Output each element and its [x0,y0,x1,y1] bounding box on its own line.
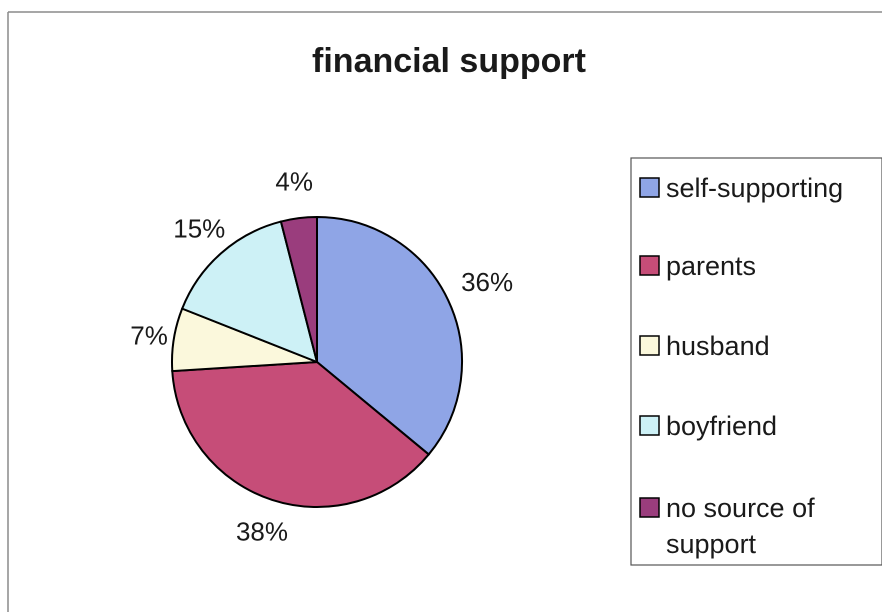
chart-title: financial support [312,42,586,80]
pie-slice-boyfriend [180,220,319,364]
legend-item: boyfriend [639,411,777,441]
legend-item: husband [639,331,770,361]
legend-label: self-supporting [666,173,843,203]
legend-item: parents [639,251,756,281]
legend-label: no source of [666,493,815,523]
legend: self-supporting parents husband boyfriend no… [630,157,882,566]
legend-swatch [639,415,660,436]
percent-label-self-supporting: 36% [461,267,513,297]
legend-item: self-supporting [639,173,843,203]
percent-label-parents: 38% [236,516,288,546]
pie-slices [171,215,463,508]
legend-swatch [639,177,660,198]
legend-label: support [666,529,757,559]
percent-label-husband: 7% [130,320,168,350]
pie-percent-labels: 36% 38% 7% 15% 4% [130,166,513,546]
legend-swatch [639,335,660,356]
legend-label: husband [666,331,770,361]
pie-slice-parents [171,360,431,508]
legend-swatch [639,497,660,518]
pie-slice-no-source-of-support [279,215,318,363]
percent-label-boyfriend: 15% [173,213,225,243]
legend-items: self-supporting parents husband boyfriend no… [639,173,843,559]
pie-slice-self-supporting [316,215,463,456]
percent-label-no-source-of-support: 4% [275,166,313,196]
legend-box [630,157,882,566]
legend-label: parents [666,251,756,281]
legend-swatch [639,255,660,276]
legend-label: boyfriend [666,411,777,441]
legend-item: no source of support [639,493,815,559]
